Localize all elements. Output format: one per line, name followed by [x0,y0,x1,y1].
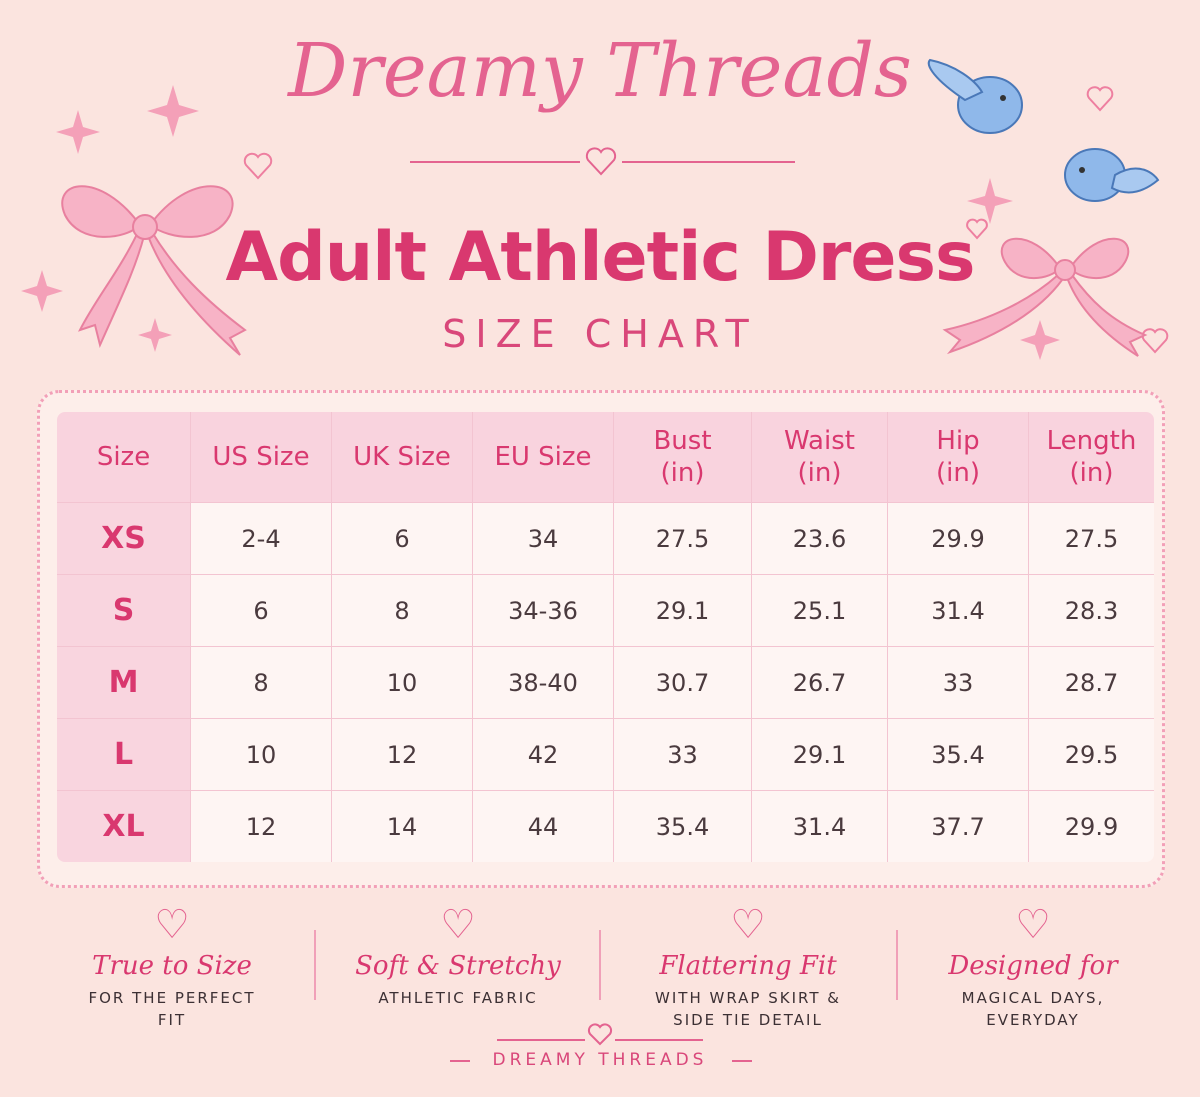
footer-ornament [450,1023,752,1062]
feature-heart: ♡ [154,902,190,948]
feature-dividers [314,930,898,1000]
feature-title: Designed for [948,951,1118,981]
title: Adult Athletic Dress [225,218,975,297]
table-row: M 8 10 38-40 30.7 26.7 33 28.7 [57,646,1154,719]
column-name: Bust [653,426,712,456]
cell: 38-40 [472,646,614,719]
cell: 42 [472,718,614,791]
column-header: Bust (in) [613,412,752,503]
cell: 29.1 [751,718,888,791]
table-row: L 10 12 42 33 29.1 35.4 29.5 [57,718,1154,791]
column-unit: (in) [660,458,705,488]
cell: 30.7 [613,646,752,719]
feature: ♡ True to Size FOR THE PERFECT FIT [47,905,297,1031]
column-header: EU Size [472,412,614,503]
table-body: XS 2-4 6 34 27.5 23.6 29.9 27.5 S 6 8 34-36 29.1 25.1… [57,502,1154,862]
bow-right [942,237,1148,357]
column-header: US Size [190,412,332,503]
feature-heart: ♡ [730,902,766,948]
feature-title: Soft & Stretchy [355,951,561,981]
column-unit: (in) [797,458,842,488]
hearts [243,86,1169,354]
cell: 23.6 [751,502,888,575]
column-unit: (in) [936,458,980,488]
feature-title: Flattering Fit [659,951,837,981]
feature-heart: ♡ [440,902,476,948]
cell: 34-36 [472,574,614,647]
cell: 6 [190,574,332,647]
cell: 8 [331,574,473,647]
subtitle: SIZE CHART [442,312,758,356]
cell: 33 [613,718,752,791]
feature-text: MAGICAL DAYS, EVERYDAY [961,989,1105,1029]
column-name: Waist [784,426,855,456]
cell: 34 [472,502,614,575]
column-name: Length [1046,426,1137,456]
cell: 29.1 [613,574,752,647]
column-header: UK Size [331,412,473,503]
cell: 33 [887,646,1029,719]
column-name: Hip [936,426,980,456]
feature-text: WITH WRAP SKIRT & SIDE TIE DETAIL [655,989,841,1029]
cell: 31.4 [751,790,888,862]
cell: 2-4 [190,502,332,575]
column-name: EU Size [494,442,592,472]
size-table: Size US Size UK Size EU Size Bust (in) Waist (i… [55,410,1156,864]
sparkles [21,85,1060,360]
feature-text: FOR THE PERFECT FIT [88,989,256,1029]
cell: 37.7 [887,790,1029,862]
column-unit: (in) [1069,458,1114,488]
cell: 14 [331,790,473,862]
cell: 8 [190,646,332,719]
column-header: Waist (in) [751,412,888,503]
cell: 28.7 [1028,646,1154,719]
cell: 44 [472,790,614,862]
feature-title: True to Size [92,951,252,981]
feature: ♡ Flattering Fit WITH WRAP SKIRT & SIDE TI… [623,905,873,1031]
cell: 29.5 [1028,718,1154,791]
cell: 29.9 [887,502,1029,575]
column-header: Length (in) [1028,412,1154,503]
feature: ♡ Designed for MAGICAL DAYS, EVERYDAY [908,905,1158,1031]
cell: 12 [331,718,473,791]
column-header: Hip (in) [887,412,1029,503]
table-row: XL 12 14 44 35.4 31.4 37.7 29.9 [57,790,1154,862]
cell: 35.4 [613,790,752,862]
size-label: XL [57,790,191,862]
cell: 31.4 [887,574,1029,647]
cell: 25.1 [751,574,888,647]
column-name: Size [96,442,151,472]
feature-heart: ♡ [1015,902,1051,948]
cell: 29.9 [1028,790,1154,862]
cell: 27.5 [1028,502,1154,575]
cell: 10 [331,646,473,719]
header-row: Size US Size UK Size EU Size Bust (in) Waist (i… [57,412,1154,503]
size-label: L [57,718,191,791]
title-divider [410,147,795,176]
feature: ♡ Soft & Stretchy ATHLETIC FABRIC [333,905,583,1009]
column-name: US Size [212,442,310,472]
brand: Dreamy Threads [288,28,912,114]
size-label: M [57,646,191,719]
birds [927,58,1160,202]
cell: 10 [190,718,332,791]
table-row: S 6 8 34-36 29.1 25.1 31.4 28.3 [57,574,1154,647]
cell: 28.3 [1028,574,1154,647]
cell: 12 [190,790,332,862]
size-label: XS [57,502,191,575]
column-name: UK Size [353,442,451,472]
feature-text: ATHLETIC FABRIC [378,989,538,1007]
column-header: Size [57,412,191,503]
cell: 6 [331,502,473,575]
bow-left [61,185,247,356]
table-row: XS 2-4 6 34 27.5 23.6 29.9 27.5 [57,502,1154,575]
cell: 35.4 [887,718,1029,791]
footer: DREAMY THREADS [492,1050,708,1070]
cell: 26.7 [751,646,888,719]
cell: 27.5 [613,502,752,575]
size-label: S [57,574,191,647]
